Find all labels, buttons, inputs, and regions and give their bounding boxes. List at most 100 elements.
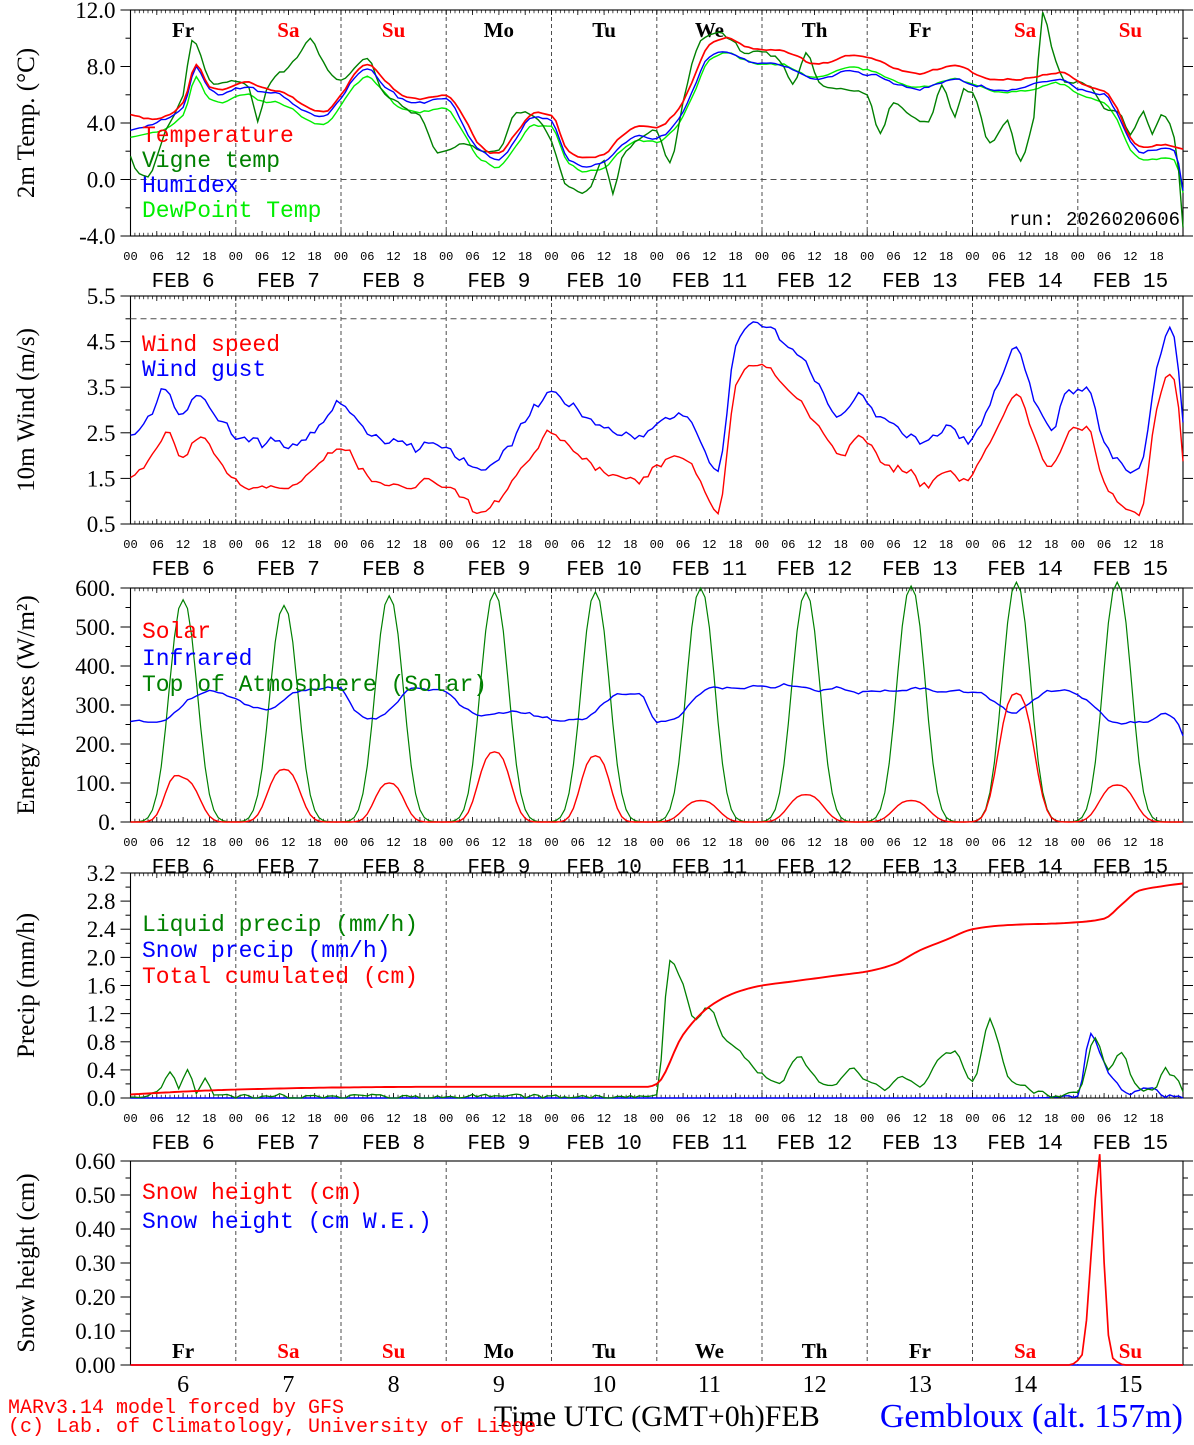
- svg-text:18: 18: [939, 538, 953, 552]
- svg-text:FEB 13: FEB 13: [882, 559, 958, 582]
- svg-text:FEB 9: FEB 9: [467, 1133, 530, 1156]
- svg-text:18: 18: [1044, 538, 1058, 552]
- svg-text:18: 18: [1149, 836, 1163, 850]
- svg-text:00: 00: [544, 538, 558, 552]
- svg-text:06: 06: [360, 836, 374, 850]
- svg-text:2.8: 2.8: [87, 889, 116, 914]
- svg-text:18: 18: [413, 1112, 427, 1126]
- svg-text:FEB 7: FEB 7: [257, 271, 320, 294]
- svg-text:06: 06: [781, 250, 795, 264]
- svg-text:00: 00: [229, 1112, 243, 1126]
- svg-text:Time UTC (GMT+0h)FEB: Time UTC (GMT+0h)FEB: [494, 1400, 820, 1433]
- svg-text:1.6: 1.6: [87, 974, 116, 999]
- svg-text:Fr: Fr: [909, 1339, 931, 1363]
- svg-text:12: 12: [807, 836, 821, 850]
- svg-text:18: 18: [834, 250, 848, 264]
- svg-text:12: 12: [807, 1112, 821, 1126]
- svg-text:We: We: [695, 18, 724, 42]
- svg-text:06: 06: [992, 538, 1006, 552]
- svg-text:18: 18: [728, 250, 742, 264]
- svg-text:Solar: Solar: [142, 619, 211, 645]
- svg-text:FEB 14: FEB 14: [987, 559, 1063, 582]
- svg-text:FEB 13: FEB 13: [882, 271, 958, 294]
- svg-text:12: 12: [386, 250, 400, 264]
- svg-text:Fr: Fr: [909, 18, 931, 42]
- svg-text:12: 12: [1123, 250, 1137, 264]
- svg-text:06: 06: [150, 250, 164, 264]
- svg-text:Gembloux (alt. 157m): Gembloux (alt. 157m): [880, 1398, 1183, 1435]
- svg-text:00: 00: [334, 250, 348, 264]
- svg-text:00: 00: [1071, 250, 1085, 264]
- svg-text:4.5: 4.5: [87, 330, 116, 355]
- svg-text:0.20: 0.20: [75, 1285, 115, 1310]
- svg-text:Temperature: Temperature: [142, 123, 294, 149]
- svg-text:Sa: Sa: [277, 18, 300, 42]
- svg-text:0.60: 0.60: [75, 1149, 115, 1174]
- svg-text:18: 18: [202, 836, 216, 850]
- svg-text:FEB 11: FEB 11: [672, 271, 748, 294]
- svg-text:100.: 100.: [75, 771, 115, 796]
- svg-text:18: 18: [202, 538, 216, 552]
- svg-text:18: 18: [939, 1112, 953, 1126]
- svg-text:FEB 9: FEB 9: [467, 559, 530, 582]
- svg-text:Snow height (cm W.E.): Snow height (cm W.E.): [142, 1209, 432, 1235]
- svg-text:10m Wind (m/s): 10m Wind (m/s): [13, 328, 40, 492]
- svg-text:0.5: 0.5: [87, 512, 116, 537]
- svg-text:18: 18: [307, 538, 321, 552]
- svg-text:FEB 12: FEB 12: [777, 271, 853, 294]
- svg-text:06: 06: [781, 538, 795, 552]
- svg-text:14: 14: [1013, 1372, 1037, 1398]
- svg-text:18: 18: [623, 836, 637, 850]
- svg-text:12: 12: [1018, 538, 1032, 552]
- svg-text:18: 18: [413, 836, 427, 850]
- svg-text:12: 12: [913, 836, 927, 850]
- svg-text:18: 18: [1044, 250, 1058, 264]
- svg-text:12: 12: [176, 836, 190, 850]
- svg-text:1.2: 1.2: [87, 1002, 116, 1027]
- svg-text:12: 12: [913, 538, 927, 552]
- svg-text:06: 06: [150, 836, 164, 850]
- svg-text:12: 12: [702, 538, 716, 552]
- svg-text:FEB 7: FEB 7: [257, 559, 320, 582]
- svg-text:12: 12: [1123, 1112, 1137, 1126]
- svg-text:FEB 15: FEB 15: [1093, 1133, 1169, 1156]
- svg-text:18: 18: [834, 1112, 848, 1126]
- svg-text:2.0: 2.0: [87, 945, 116, 970]
- svg-text:Tu: Tu: [592, 1339, 616, 1363]
- svg-text:0.10: 0.10: [75, 1319, 115, 1344]
- svg-text:00: 00: [965, 250, 979, 264]
- svg-text:FEB 8: FEB 8: [362, 1133, 425, 1156]
- svg-text:12: 12: [281, 1112, 295, 1126]
- svg-text:06: 06: [255, 538, 269, 552]
- svg-text:06: 06: [886, 836, 900, 850]
- svg-text:6: 6: [177, 1372, 189, 1398]
- svg-text:0.30: 0.30: [75, 1251, 115, 1276]
- svg-text:15: 15: [1118, 1372, 1142, 1398]
- svg-text:18: 18: [202, 250, 216, 264]
- svg-text:06: 06: [992, 836, 1006, 850]
- svg-text:06: 06: [676, 250, 690, 264]
- svg-text:00: 00: [965, 538, 979, 552]
- svg-text:00: 00: [544, 836, 558, 850]
- svg-text:Fr: Fr: [172, 1339, 194, 1363]
- svg-text:00: 00: [650, 250, 664, 264]
- svg-text:Th: Th: [802, 18, 828, 42]
- svg-text:06: 06: [255, 1112, 269, 1126]
- svg-text:0.0: 0.0: [87, 168, 116, 193]
- svg-text:18: 18: [834, 538, 848, 552]
- svg-text:Wind speed: Wind speed: [142, 332, 280, 358]
- svg-text:Fr: Fr: [172, 18, 194, 42]
- svg-text:18: 18: [413, 538, 427, 552]
- svg-text:00: 00: [229, 250, 243, 264]
- svg-text:06: 06: [360, 1112, 374, 1126]
- svg-text:12: 12: [597, 250, 611, 264]
- svg-text:00: 00: [334, 538, 348, 552]
- svg-text:06: 06: [1097, 1112, 1111, 1126]
- svg-text:FEB 13: FEB 13: [882, 1133, 958, 1156]
- svg-text:8: 8: [388, 1372, 400, 1398]
- svg-text:18: 18: [1149, 250, 1163, 264]
- svg-text:18: 18: [623, 1112, 637, 1126]
- svg-text:2m Temp. (°C): 2m Temp. (°C): [13, 48, 40, 198]
- svg-text:00: 00: [439, 250, 453, 264]
- svg-text:18: 18: [1044, 1112, 1058, 1126]
